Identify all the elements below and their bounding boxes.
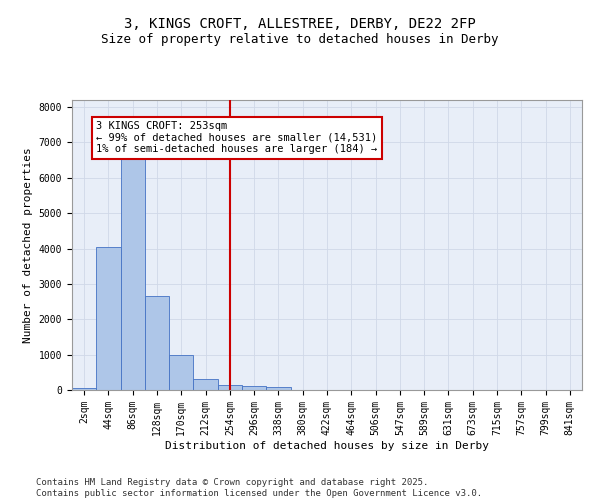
Bar	[242, 386, 266, 390]
Y-axis label: Number of detached properties: Number of detached properties	[23, 147, 33, 343]
Bar	[121, 155, 145, 390]
Text: 3, KINGS CROFT, ALLESTREE, DERBY, DE22 2FP: 3, KINGS CROFT, ALLESTREE, DERBY, DE22 2…	[124, 18, 476, 32]
Bar	[72, 388, 96, 390]
Bar	[96, 247, 121, 390]
Text: 3 KINGS CROFT: 253sqm
← 99% of detached houses are smaller (14,531)
1% of semi-d: 3 KINGS CROFT: 253sqm ← 99% of detached …	[96, 121, 377, 154]
Text: Contains HM Land Registry data © Crown copyright and database right 2025.
Contai: Contains HM Land Registry data © Crown c…	[36, 478, 482, 498]
Text: Size of property relative to detached houses in Derby: Size of property relative to detached ho…	[101, 32, 499, 46]
X-axis label: Distribution of detached houses by size in Derby: Distribution of detached houses by size …	[165, 440, 489, 450]
Bar	[266, 388, 290, 390]
Bar	[193, 378, 218, 390]
Bar	[169, 354, 193, 390]
Bar	[145, 296, 169, 390]
Bar	[218, 386, 242, 390]
